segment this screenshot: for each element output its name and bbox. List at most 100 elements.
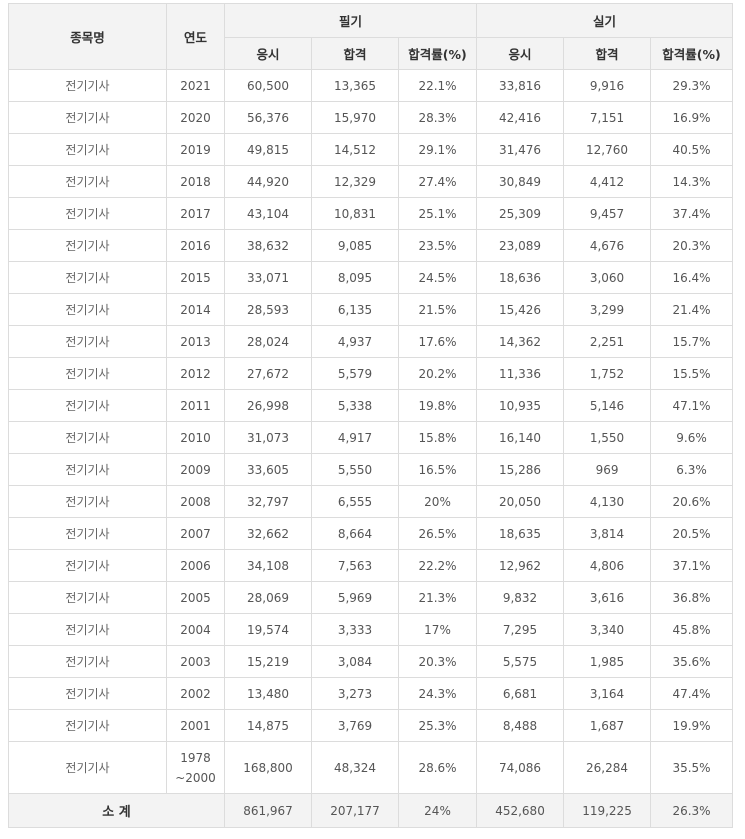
- cell-year: 2013: [166, 325, 225, 358]
- cell-written-applicants: 32,797: [224, 485, 312, 518]
- cell-written-applicants: 32,662: [224, 517, 312, 550]
- cell-written-applicants: 27,672: [224, 357, 312, 390]
- cell-practical-applicants: 5,575: [476, 645, 565, 678]
- cell-practical-passed: 3,340: [563, 613, 652, 646]
- cell-written-passed: 3,084: [311, 645, 399, 678]
- cell-practical-applicants: 74,086: [476, 741, 565, 794]
- cell-practical-rate: 20.6%: [650, 485, 734, 518]
- header-practical-applicants: 응시: [476, 37, 565, 70]
- header-written-applicants: 응시: [224, 37, 312, 70]
- cell-name: 전기기사: [8, 517, 167, 550]
- table-row: 전기기사 2018 44,920 12,329 27.4% 30,849 4,412 14.3…: [8, 165, 734, 198]
- cell-written-rate: 24.5%: [397, 261, 478, 294]
- header-practical: 실기: [476, 3, 734, 38]
- cell-year: 2014: [166, 293, 225, 326]
- cell-written-rate: 20.3%: [397, 645, 478, 678]
- cell-year: 2006: [166, 549, 225, 582]
- cell-practical-rate: 6.3%: [650, 453, 734, 486]
- cell-practical-passed: 9,457: [563, 197, 652, 230]
- table-row: 전기기사 2007 32,662 8,664 26.5% 18,635 3,814 20.5%: [8, 517, 734, 550]
- total-practical-rate: 26.3%: [650, 793, 734, 828]
- table-row: 전기기사 2004 19,574 3,333 17% 7,295 3,340 45.8%: [8, 613, 734, 646]
- cell-name: 전기기사: [8, 261, 167, 294]
- total-practical-applicants: 452,680: [476, 793, 565, 828]
- cell-practical-passed: 1,752: [563, 357, 652, 390]
- cell-written-rate: 22.2%: [397, 549, 478, 582]
- cell-practical-passed: 3,060: [563, 261, 652, 294]
- cell-year: 1978 ~2000: [166, 741, 225, 794]
- cell-name: 전기기사: [8, 69, 167, 102]
- cell-year: 2017: [166, 197, 225, 230]
- cell-name: 전기기사: [8, 101, 167, 134]
- table-row: 전기기사 2014 28,593 6,135 21.5% 15,426 3,299 21.4%: [8, 293, 734, 326]
- cell-practical-applicants: 9,832: [476, 581, 565, 614]
- cell-written-rate: 23.5%: [397, 229, 478, 262]
- cell-written-rate: 28.3%: [397, 101, 478, 134]
- cell-written-rate: 20.2%: [397, 357, 478, 390]
- cell-written-applicants: 34,108: [224, 549, 312, 582]
- cell-written-passed: 3,273: [311, 677, 399, 710]
- cell-practical-applicants: 10,935: [476, 389, 565, 422]
- cell-practical-passed: 3,616: [563, 581, 652, 614]
- cell-written-applicants: 38,632: [224, 229, 312, 262]
- cell-name: 전기기사: [8, 325, 167, 358]
- cell-written-passed: 3,333: [311, 613, 399, 646]
- cell-written-applicants: 168,800: [224, 741, 312, 794]
- cell-practical-applicants: 8,488: [476, 709, 565, 742]
- cell-year: 2012: [166, 357, 225, 390]
- table-row: 전기기사 1978 ~2000 168,800 48,324 28.6% 74,086 26,…: [8, 741, 734, 794]
- cell-written-applicants: 28,069: [224, 581, 312, 614]
- cell-practical-passed: 1,550: [563, 421, 652, 454]
- cell-year: 2010: [166, 421, 225, 454]
- cell-year: 2021: [166, 69, 225, 102]
- cell-practical-applicants: 15,286: [476, 453, 565, 486]
- cell-practical-applicants: 6,681: [476, 677, 565, 710]
- cell-name: 전기기사: [8, 293, 167, 326]
- cell-name: 전기기사: [8, 613, 167, 646]
- cell-name: 전기기사: [8, 581, 167, 614]
- cell-written-applicants: 56,376: [224, 101, 312, 134]
- header-practical-passed: 합격: [563, 37, 652, 70]
- cell-written-passed: 12,329: [311, 165, 399, 198]
- cell-written-rate: 25.3%: [397, 709, 478, 742]
- cell-practical-applicants: 12,962: [476, 549, 565, 582]
- cell-year: 2020: [166, 101, 225, 134]
- total-practical-passed: 119,225: [563, 793, 652, 828]
- cell-practical-rate: 15.5%: [650, 357, 734, 390]
- cell-practical-applicants: 31,476: [476, 133, 565, 166]
- cell-practical-applicants: 11,336: [476, 357, 565, 390]
- table-row: 전기기사 2002 13,480 3,273 24.3% 6,681 3,164 47.4%: [8, 677, 734, 710]
- cell-practical-rate: 16.4%: [650, 261, 734, 294]
- cell-practical-passed: 26,284: [563, 741, 652, 794]
- cell-written-passed: 5,969: [311, 581, 399, 614]
- cell-practical-passed: 3,164: [563, 677, 652, 710]
- cell-name: 전기기사: [8, 485, 167, 518]
- cell-practical-passed: 2,251: [563, 325, 652, 358]
- table-row: 전기기사 2019 49,815 14,512 29.1% 31,476 12,760 40.…: [8, 133, 734, 166]
- cell-written-passed: 8,095: [311, 261, 399, 294]
- cell-practical-applicants: 42,416: [476, 101, 565, 134]
- header-written-passed: 합격: [311, 37, 399, 70]
- cell-written-applicants: 33,605: [224, 453, 312, 486]
- cell-written-rate: 24.3%: [397, 677, 478, 710]
- cell-written-passed: 3,769: [311, 709, 399, 742]
- cell-practical-rate: 20.5%: [650, 517, 734, 550]
- cell-year: 2007: [166, 517, 225, 550]
- cell-written-applicants: 60,500: [224, 69, 312, 102]
- cell-practical-rate: 47.1%: [650, 389, 734, 422]
- total-row: 소 계 861,967 207,177 24% 452,680 119,225 …: [8, 793, 734, 828]
- cell-practical-passed: 3,814: [563, 517, 652, 550]
- cell-year: 2004: [166, 613, 225, 646]
- cell-written-passed: 8,664: [311, 517, 399, 550]
- cell-written-applicants: 19,574: [224, 613, 312, 646]
- cell-written-passed: 6,135: [311, 293, 399, 326]
- table-row: 전기기사 2021 60,500 13,365 22.1% 33,816 9,916 29.3…: [8, 69, 734, 102]
- table-body: 전기기사 2021 60,500 13,365 22.1% 33,816 9,916 29.3…: [8, 69, 734, 794]
- cell-written-applicants: 28,593: [224, 293, 312, 326]
- cell-practical-passed: 4,676: [563, 229, 652, 262]
- cell-practical-applicants: 16,140: [476, 421, 565, 454]
- cell-written-passed: 5,579: [311, 357, 399, 390]
- cell-name: 전기기사: [8, 453, 167, 486]
- cell-name: 전기기사: [8, 357, 167, 390]
- cell-practical-passed: 1,687: [563, 709, 652, 742]
